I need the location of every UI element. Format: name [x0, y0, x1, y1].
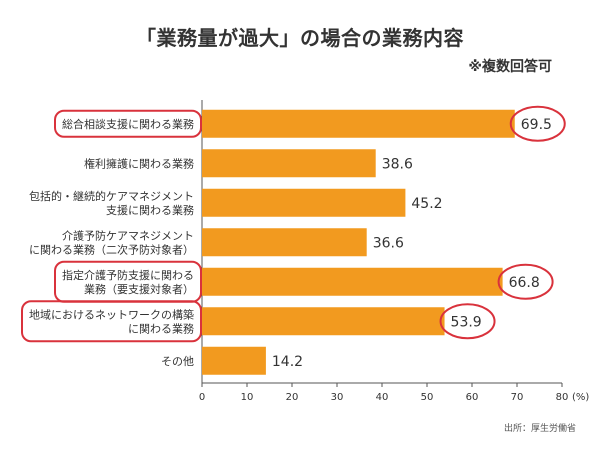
x-tick-label: 0: [199, 392, 205, 403]
bar: [202, 188, 406, 217]
bar: [202, 307, 445, 336]
chart-subtitle: ※複数回答可: [468, 59, 552, 75]
data-label: 53.9: [451, 314, 482, 330]
value-highlight-ellipse: [439, 303, 496, 340]
x-tick-label: 60: [466, 392, 479, 403]
label-highlight-box: [21, 300, 202, 343]
category-label: 地域におけるネットワークの構築に関わる業務: [29, 307, 194, 335]
category-label: 総合相談支援に関わる業務: [62, 117, 194, 131]
data-label: 36.6: [373, 235, 404, 251]
category-label: 包括的・継続的ケアマネジメント支援に関わる業務: [29, 189, 194, 217]
data-label: 14.2: [272, 354, 303, 370]
bar: [202, 267, 503, 296]
category-label: その他: [161, 355, 194, 368]
label-highlight-box: [54, 109, 202, 138]
value-highlight-ellipse: [509, 105, 566, 142]
x-tick-label: 40: [376, 392, 389, 403]
source-note: 出所：厚生労働省: [503, 424, 576, 434]
data-label: 66.8: [509, 275, 540, 291]
category-label: 介護予防ケアマネジメントに関わる業務（二次予防対象者）: [29, 228, 194, 256]
value-highlight-ellipse: [497, 263, 554, 300]
bar: [202, 346, 266, 375]
x-tick-label: 80: [556, 392, 569, 403]
data-label: 45.2: [411, 196, 442, 212]
x-tick-label: 10: [241, 392, 254, 403]
label-highlight-box: [54, 260, 202, 303]
category-label: 権利擁護に関わる業務: [84, 156, 194, 170]
x-tick-label: 30: [331, 392, 344, 403]
data-label: 38.6: [382, 156, 413, 172]
category-label: 指定介護予防支援に関わる業務（要支援対象者）: [62, 268, 194, 296]
data-label: 69.5: [521, 117, 552, 133]
x-tick-label: 20: [286, 392, 299, 403]
x-tick-label: 70: [511, 392, 524, 403]
chart-title: 「業務量が過大」の場合の業務内容: [136, 26, 464, 50]
bar: [202, 228, 367, 257]
bar: [202, 149, 376, 178]
x-axis-unit: (%): [572, 392, 589, 403]
bar: [202, 109, 515, 138]
x-tick-label: 50: [421, 392, 434, 403]
